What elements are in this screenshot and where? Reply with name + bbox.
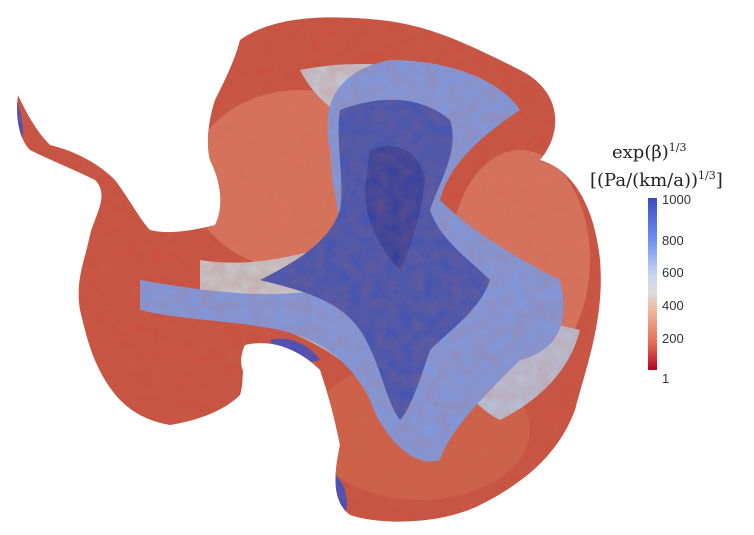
- colorbar-tick-800: 800: [662, 233, 684, 248]
- colorbar-title-line1: exp(β)1/3: [612, 141, 687, 163]
- colorbar-tick-1: 1: [662, 371, 670, 386]
- ice-shelf-cutout: [241, 343, 317, 410]
- colorbar-tick-1000: 1000: [662, 192, 691, 207]
- colorbar-tick-600: 600: [662, 265, 684, 280]
- colorbar: [648, 198, 657, 370]
- colorbar-tick-200: 200: [662, 331, 684, 346]
- colorbar-title-line2: [(Pa/(km/a))1/3]: [590, 169, 723, 191]
- colorbar-tick-400: 400: [662, 298, 684, 313]
